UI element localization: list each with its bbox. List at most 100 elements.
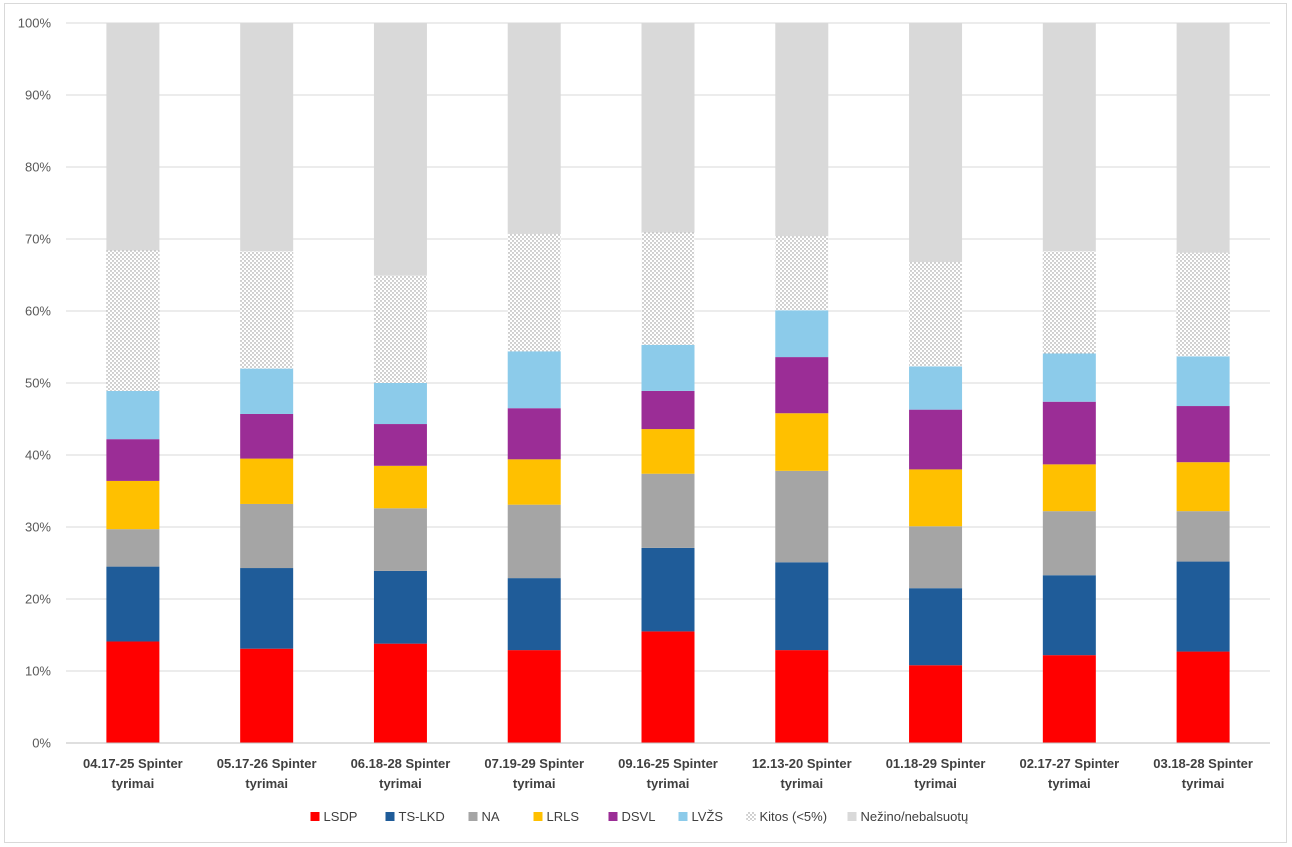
bar-segment: [1042, 401, 1096, 465]
bar-segment: [240, 23, 294, 252]
bar-segment: [373, 424, 427, 466]
bar-segment: [775, 650, 829, 743]
legend-item: NA: [468, 809, 500, 824]
legend-swatch: [310, 812, 320, 821]
y-tick-label: 20%: [25, 592, 51, 607]
legend-swatch: [746, 812, 756, 821]
bar-segment: [909, 366, 963, 410]
y-tick-label: 70%: [25, 232, 51, 247]
bar-stack: [909, 23, 963, 743]
legend-label: LVŽS: [692, 809, 724, 824]
bar-segment: [373, 508, 427, 571]
bar-segment: [507, 351, 561, 409]
bar-segment: [373, 275, 427, 383]
bar-segment: [909, 469, 963, 527]
bar-segment: [106, 390, 160, 440]
bar-segment: [775, 413, 829, 471]
bar-segment: [106, 566, 160, 642]
bar-segment: [1042, 464, 1096, 512]
y-tick-label: 100%: [18, 16, 52, 31]
x-tick-label: 07.19-29 Spinter tyrimai: [484, 756, 584, 791]
bar-segment: [1176, 511, 1230, 562]
bar-segment: [909, 588, 963, 666]
bar-segment: [240, 251, 294, 369]
bar-segment: [775, 470, 829, 563]
y-tick-label: 40%: [25, 448, 51, 463]
bar-segment: [909, 262, 963, 367]
bar-segment: [641, 390, 695, 430]
bar-segment: [1176, 406, 1230, 463]
legend-item: TS-LKD: [385, 809, 445, 824]
bar-segment: [1042, 511, 1096, 576]
legend-item: LSDP: [310, 809, 358, 824]
bar-segment: [373, 643, 427, 743]
bar-segment: [909, 409, 963, 470]
bar-segment: [240, 503, 294, 569]
bar-segment: [373, 570, 427, 644]
x-tick-label: 12.13-20 Spinter tyrimai: [752, 756, 852, 791]
bar-segment: [1176, 356, 1230, 407]
y-tick-label: 50%: [25, 376, 51, 391]
legend-swatch: [608, 812, 618, 821]
bar-segment: [106, 250, 160, 391]
legend-label: DSVL: [622, 809, 656, 824]
bar-segment: [373, 23, 427, 276]
x-tick-label: 03.18-28 Spinter tyrimai: [1153, 756, 1253, 791]
bar-segment: [106, 23, 160, 251]
bar-segment: [641, 232, 695, 345]
bar-segment: [641, 344, 695, 391]
legend-item: Kitos (<5%): [746, 809, 828, 824]
x-tick-label: 05.17-26 Spinter tyrimai: [217, 756, 317, 791]
bar-segment: [373, 383, 427, 425]
bar-segment: [1176, 561, 1230, 652]
bar-segment: [507, 233, 561, 352]
bar-segment: [1042, 251, 1096, 354]
legend: LSDP TS-LKD NA LRLS DSVL LVŽS Kitos (<5%) Nežin…: [310, 809, 969, 824]
bar-segment: [909, 665, 963, 743]
bar-segment: [1176, 651, 1230, 743]
x-tick-label: 09.16-25 Spinter tyrimai: [618, 756, 718, 791]
bar-segment: [106, 480, 160, 530]
bar-segment: [240, 413, 294, 459]
bar-segment: [1176, 252, 1230, 357]
bar-segment: [507, 504, 561, 579]
bar-segment: [240, 568, 294, 649]
y-tick-label: 10%: [25, 664, 51, 679]
bar-segment: [775, 310, 829, 358]
legend-swatch: [385, 812, 395, 821]
bar-segment: [373, 465, 427, 509]
bar-stack: [1176, 23, 1230, 743]
bar-segment: [775, 23, 829, 237]
bar-segment: [909, 526, 963, 589]
bars: [106, 23, 1230, 743]
legend-item: Nežino/nebalsuotų: [847, 809, 969, 824]
bar-segment: [641, 473, 695, 548]
bar-segment: [1042, 23, 1096, 252]
bar-segment: [775, 562, 829, 651]
legend-item: DSVL: [608, 809, 656, 824]
bar-segment: [641, 631, 695, 743]
x-axis: 04.17-25 Spinter tyrimai 05.17-26 Spinter t…: [66, 742, 1270, 791]
x-tick-label: 02.17-27 Spinter tyrimai: [1019, 756, 1119, 791]
bar-stack: [1042, 23, 1096, 743]
legend-label: Nežino/nebalsuotų: [861, 809, 969, 824]
x-tick-label: 06.18-28 Spinter tyrimai: [351, 756, 451, 791]
bar-stack: [106, 23, 160, 743]
legend-label: LSDP: [324, 809, 358, 824]
bar-stack: [641, 23, 695, 743]
bar-segment: [1176, 23, 1230, 253]
bar-segment: [1042, 575, 1096, 656]
x-tick-label: 04.17-25 Spinter tyrimai: [83, 756, 183, 791]
bar-segment: [507, 408, 561, 460]
y-tick-label: 80%: [25, 160, 51, 175]
legend-item: LVŽS: [678, 809, 724, 824]
bar-segment: [106, 439, 160, 481]
bar-segment: [240, 648, 294, 743]
bar-segment: [1042, 655, 1096, 743]
bar-segment: [1176, 462, 1230, 512]
legend-label: Kitos (<5%): [760, 809, 828, 824]
bar-segment: [775, 236, 829, 311]
bar-segment: [1042, 353, 1096, 402]
bar-segment: [641, 429, 695, 474]
bar-segment: [641, 547, 695, 632]
